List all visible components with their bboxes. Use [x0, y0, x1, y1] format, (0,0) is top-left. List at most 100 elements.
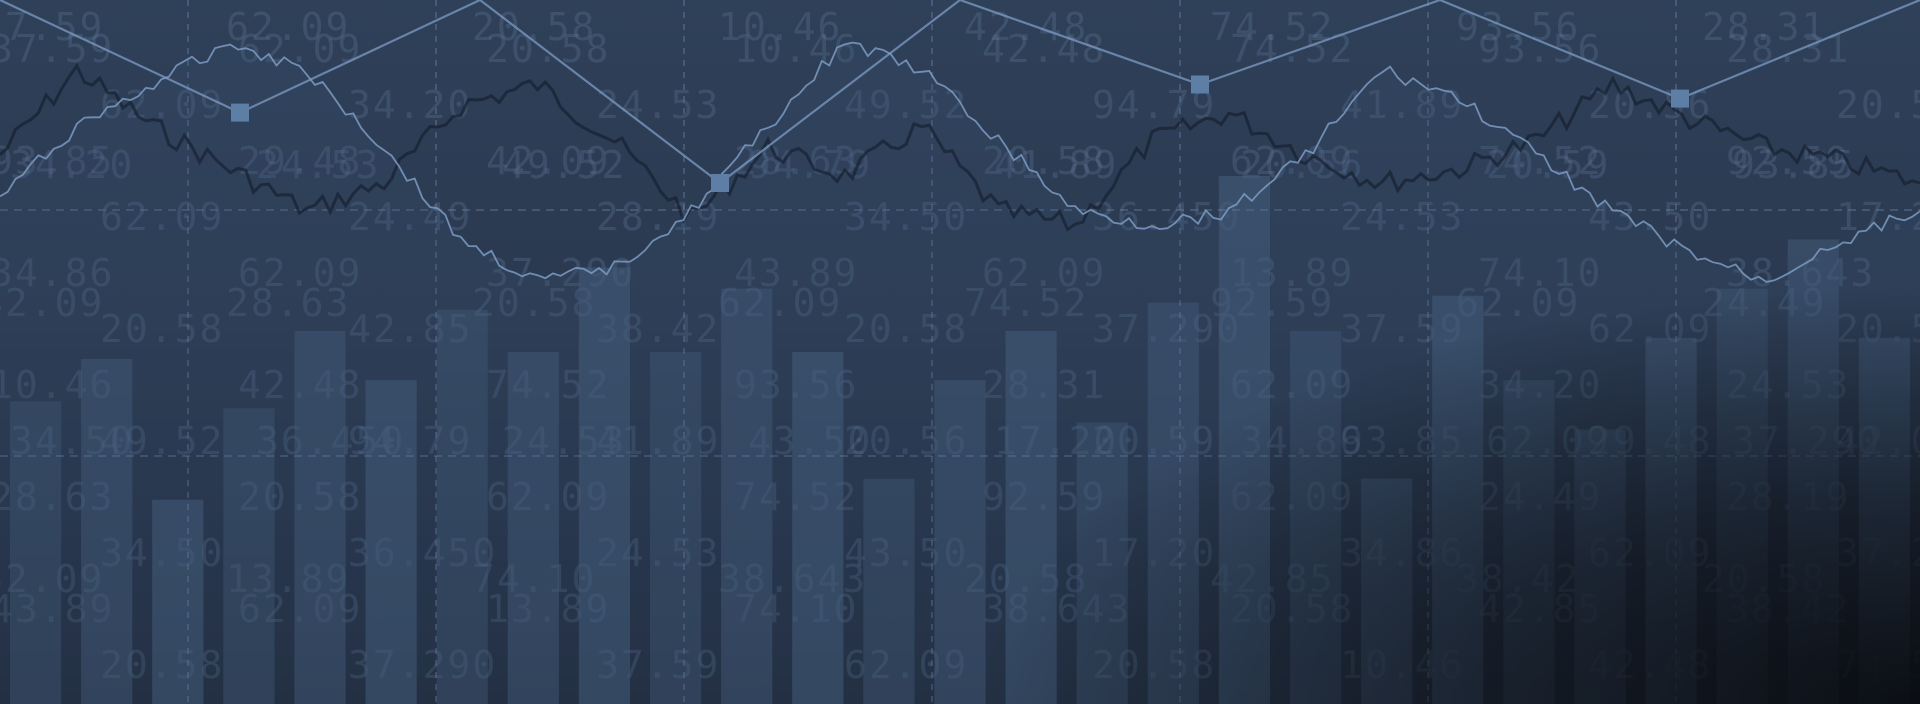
background-digit: 62.09: [238, 251, 363, 295]
background-digit: 43.50: [844, 531, 969, 575]
background-digit: 74.52: [1230, 27, 1355, 71]
background-digit: 20.58: [238, 475, 363, 519]
bar-group: [10, 176, 1910, 704]
background-digit: 38.643: [1726, 251, 1876, 295]
bar: [1076, 422, 1128, 704]
bar: [365, 380, 417, 704]
background-digit: 62.09: [238, 587, 363, 631]
background-digit: 20.58: [982, 139, 1107, 183]
series-area: [0, 42, 1920, 704]
bar: [294, 330, 346, 704]
background-digit: 42.85: [1478, 587, 1603, 631]
background-digit: 42.09: [486, 139, 611, 183]
bar: [863, 478, 915, 704]
bar: [1858, 337, 1910, 704]
background-digit: 20.58: [100, 307, 225, 351]
background-digit: 20.56: [1588, 83, 1713, 127]
marker-line: [0, 0, 1920, 185]
marker-point: [1191, 75, 1209, 94]
marker-point: [711, 174, 729, 192]
background-digit: 49.52: [502, 143, 627, 187]
background-digit: 62.09: [718, 281, 843, 325]
bar: [507, 352, 559, 704]
bar: [81, 359, 133, 704]
background-digit: 74.10: [1478, 251, 1603, 295]
background-digit: 34.20: [1478, 363, 1603, 407]
background-digit: 43.89: [0, 587, 115, 631]
background-digit: 28.31: [1726, 27, 1851, 71]
background-digit: 34.50: [10, 419, 135, 463]
background-digit: 20.58: [486, 27, 611, 71]
background-digit: 10.46: [718, 5, 843, 49]
bar: [152, 499, 204, 704]
background-digit: 20.58: [1702, 557, 1827, 601]
marker-point: [1671, 89, 1689, 108]
background-digit: 20.59: [1836, 83, 1920, 127]
background-digit: 24.49: [1702, 281, 1827, 325]
background-digit: 17.20: [1092, 531, 1217, 575]
background-digit: 42.48: [964, 5, 1089, 49]
background-digit: 24.49: [348, 195, 473, 239]
background-digit: 36.450: [1092, 195, 1242, 239]
background-digit: 28.63: [226, 281, 351, 325]
bar: [1290, 330, 1342, 704]
background-digit: 92.59: [1726, 139, 1851, 183]
background-digit: 93.56: [1478, 27, 1603, 71]
background-digit: 28.63: [0, 475, 115, 519]
bar: [1503, 380, 1555, 704]
background-digit: 74.52: [1210, 5, 1335, 49]
background-digit: 34.50: [844, 195, 969, 239]
background-digit: 10.46: [0, 363, 115, 407]
bar: [1147, 302, 1199, 704]
marker-point: [231, 103, 249, 122]
background-digit: 20.58: [472, 281, 597, 325]
background-digit: 74.10: [472, 557, 597, 601]
background-digit: 24.49: [1478, 475, 1603, 519]
background-digit: 13.89: [226, 557, 351, 601]
series-line-dark: [0, 62, 1920, 232]
background-digit: 29.48: [238, 139, 363, 183]
bar: [1787, 239, 1839, 704]
background-digit: 34.86: [0, 251, 115, 295]
background-digit: 74.52: [1478, 139, 1603, 183]
background-digit: 62.09: [100, 195, 225, 239]
background-digit: 42.48: [982, 27, 1107, 71]
background-digit: 43.89: [734, 251, 859, 295]
background-digit: 62.09: [982, 251, 1107, 295]
background-digit: 37.290: [1732, 419, 1882, 463]
background-digit: 24.53: [1340, 195, 1465, 239]
background-digit: 49.52: [100, 419, 225, 463]
background-digit: 28.31: [1702, 5, 1827, 49]
background-digit: 20.59: [1092, 419, 1217, 463]
background-digit: 42.09: [0, 281, 105, 325]
background-digit: 41.89: [994, 143, 1119, 187]
background-digit: 74.52: [964, 281, 1089, 325]
background-digit: 62.09: [238, 27, 363, 71]
bar: [792, 352, 844, 704]
line-series-group: [0, 41, 1920, 704]
background-digit: 20.58: [1092, 643, 1217, 687]
bar: [1432, 295, 1484, 704]
bar: [1574, 429, 1626, 704]
background-digit: 20.56: [844, 419, 969, 463]
bar: [223, 408, 275, 704]
bar: [934, 380, 986, 704]
marker-line-group: [0, 0, 1920, 192]
background-digit: 62.09: [0, 557, 105, 601]
bar: [721, 288, 773, 704]
bar: [1361, 478, 1413, 704]
bar: [1716, 288, 1768, 704]
background-digit: 37.290: [1092, 307, 1242, 351]
background-digit: 34.20: [348, 83, 473, 127]
background-digit: 62.09: [226, 5, 351, 49]
background-digit: 49.52: [844, 83, 969, 127]
bar: [650, 352, 702, 704]
bar: [1645, 337, 1697, 704]
background-digit: 38.42: [1726, 587, 1851, 631]
background-digit: 24.53: [1726, 363, 1851, 407]
bar: [1005, 330, 1057, 704]
bar: [10, 401, 62, 704]
